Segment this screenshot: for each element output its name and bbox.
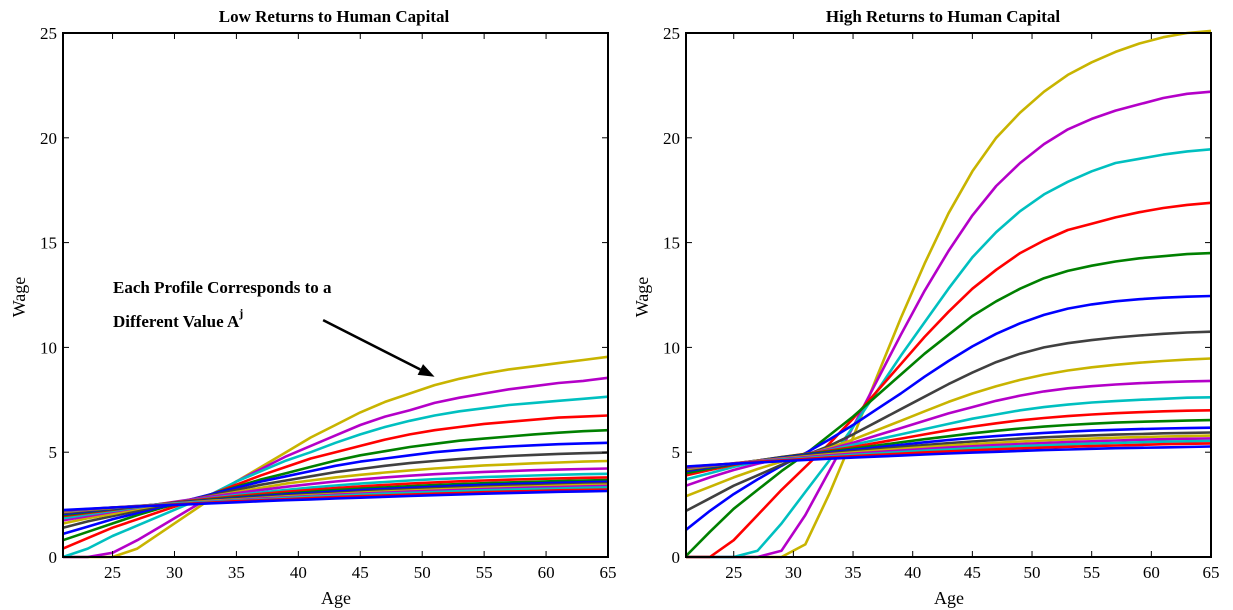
series-line-6 <box>685 294 1212 531</box>
series-line-5 <box>685 251 1212 557</box>
series-line-19 <box>62 489 609 512</box>
x-tick-label: 35 <box>228 563 245 582</box>
series-line-6 <box>62 441 609 536</box>
annotation-line-1: Each Profile Corresponds to a <box>113 278 332 297</box>
y-tick-label: 0 <box>672 548 681 567</box>
y-axis-label: Wage <box>632 277 652 318</box>
x-tick-label: 55 <box>476 563 493 582</box>
y-tick-label: 5 <box>672 443 681 462</box>
x-tick-label: 55 <box>1083 563 1100 582</box>
y-axis-label: Wage <box>9 277 29 318</box>
annotation-arrowhead <box>417 364 435 377</box>
x-tick-label: 50 <box>1024 563 1041 582</box>
x-tick-label: 40 <box>290 563 307 582</box>
series-line-8 <box>685 357 1212 498</box>
chart-panel-low-returns: Low Returns to Human Capital 25 30 35 40 45 5… <box>9 7 617 608</box>
series-line-3 <box>62 395 609 559</box>
plot-frame <box>685 32 1212 558</box>
series-line-5 <box>62 428 609 542</box>
x-tick-label: 65 <box>600 563 617 582</box>
x-tick-label: 25 <box>104 563 121 582</box>
x-tick-label: 60 <box>1143 563 1160 582</box>
plot-frame <box>62 32 609 558</box>
y-tick-label: 10 <box>40 338 57 357</box>
y-tick-label: 15 <box>40 234 57 253</box>
y-tick-label: 0 <box>49 548 58 567</box>
x-tick-label: 65 <box>1203 563 1220 582</box>
series-line-7 <box>62 451 609 529</box>
x-axis-label: Age <box>934 588 964 608</box>
x-tick-label: 40 <box>904 563 921 582</box>
y-tick-label: 20 <box>40 129 57 148</box>
chart-title: High Returns to Human Capital <box>826 7 1061 26</box>
series-line-2 <box>686 90 1212 559</box>
y-tick-label: 5 <box>49 443 58 462</box>
y-tick-label: 20 <box>663 129 680 148</box>
series-lines <box>62 355 609 559</box>
x-tick-label: 35 <box>845 563 862 582</box>
y-tick-label: 25 <box>40 24 57 43</box>
x-tick-label: 45 <box>352 563 369 582</box>
annotation-superscript: j <box>238 306 243 320</box>
x-tick-label: 50 <box>414 563 431 582</box>
series-line-1 <box>686 29 1212 559</box>
chart-title: Low Returns to Human Capital <box>219 7 450 26</box>
series-line-4 <box>686 201 1212 559</box>
series-line-7 <box>685 330 1212 513</box>
annotation-line-2-text: Different Value A <box>113 312 240 331</box>
x-tick-label: 25 <box>725 563 742 582</box>
series-line-4 <box>62 414 609 550</box>
series-line-3 <box>686 148 1212 559</box>
series-lines <box>685 29 1212 559</box>
series-line-19 <box>685 445 1212 468</box>
x-tick-label: 45 <box>964 563 981 582</box>
x-axis-label: Age <box>321 588 351 608</box>
chart-panel-high-returns: High Returns to Human Capital 25 30 35 40 45… <box>632 7 1220 608</box>
y-tick-label: 25 <box>663 24 680 43</box>
y-tick-label: 10 <box>663 338 680 357</box>
annotation-line-2: Different Value Aj <box>113 306 243 331</box>
x-tick-label: 60 <box>538 563 555 582</box>
series-line-1 <box>63 355 609 559</box>
y-tick-label: 15 <box>663 234 680 253</box>
annotation: Each Profile Corresponds to a Different … <box>113 278 435 377</box>
x-tick-label: 30 <box>166 563 183 582</box>
annotation-arrow <box>322 319 421 371</box>
series-line-2 <box>63 376 609 559</box>
x-tick-label: 30 <box>785 563 802 582</box>
